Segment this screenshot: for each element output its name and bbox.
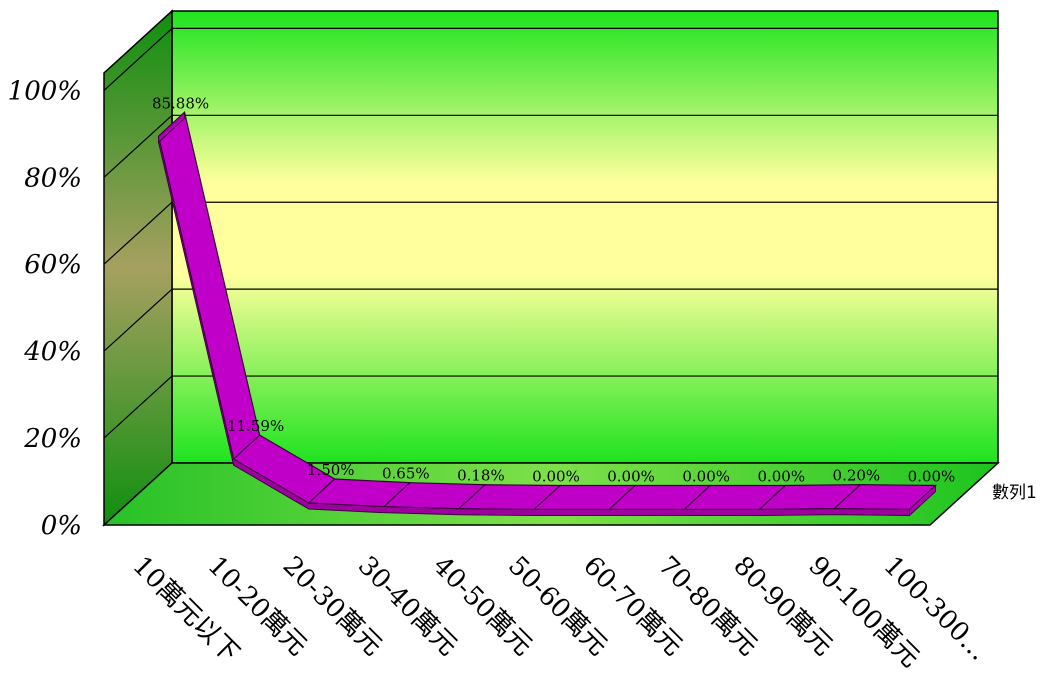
gridline-side (103, 375, 173, 439)
y-tick-label: 100% (8, 76, 82, 106)
y-tick-label: 40% (23, 337, 82, 367)
y-tick-label: 60% (24, 250, 82, 280)
y-tick-label: 20% (23, 424, 82, 454)
back-wall (171, 10, 999, 464)
gridline-side (103, 114, 173, 178)
y-tick-label: 80% (24, 163, 82, 193)
data-label: 0.20% (833, 467, 881, 485)
gridline-side (103, 27, 173, 91)
side-wall (103, 9, 173, 527)
gridline-side (103, 201, 173, 265)
data-label: 0.00% (682, 468, 730, 486)
series-label: 數列1 (992, 483, 1037, 503)
data-label: 0.00% (607, 468, 655, 486)
series-end-cap (908, 484, 936, 517)
data-label: 85.88% (152, 94, 209, 112)
data-label: 11.59% (227, 417, 284, 435)
data-label: 0.00% (908, 468, 956, 486)
y-tick-label: 0% (41, 511, 82, 541)
data-label: 0.00% (532, 468, 580, 486)
data-label: 1.50% (307, 461, 355, 479)
data-label: 0.00% (757, 468, 805, 486)
series-end-cap (158, 111, 186, 144)
data-label: 0.65% (382, 465, 430, 483)
data-label: 0.18% (457, 467, 505, 485)
gridline-side (103, 288, 173, 352)
